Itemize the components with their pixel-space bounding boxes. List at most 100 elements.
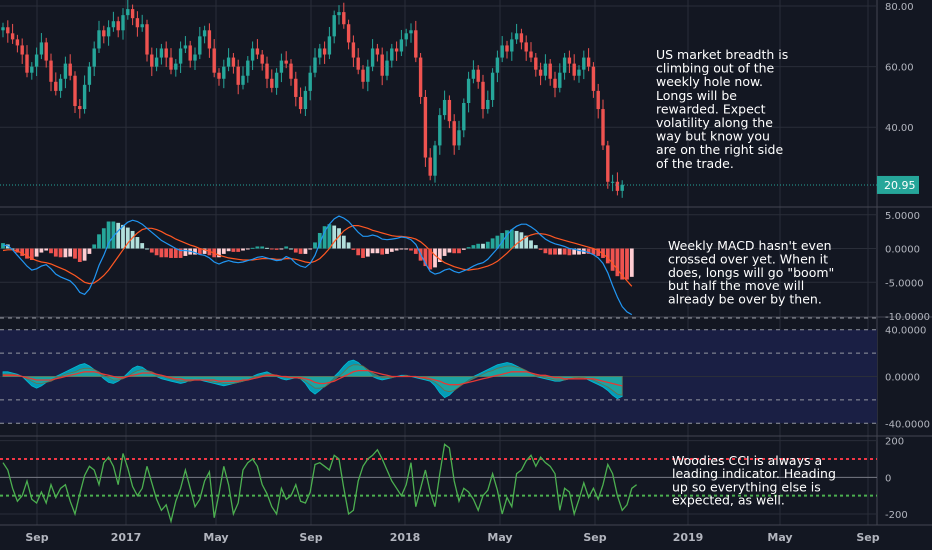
candle[interactable] — [68, 54, 72, 81]
candle[interactable] — [447, 95, 452, 129]
candle[interactable] — [510, 32, 514, 61]
candle[interactable] — [274, 68, 279, 95]
candle[interactable] — [202, 25, 207, 44]
candle[interactable] — [591, 62, 596, 98]
candle[interactable] — [222, 59, 226, 89]
candle[interactable] — [543, 54, 548, 81]
candle[interactable] — [207, 23, 212, 58]
candle[interactable] — [270, 69, 274, 93]
candle[interactable] — [294, 71, 298, 107]
candle[interactable] — [582, 50, 586, 80]
candle[interactable] — [49, 53, 53, 92]
candle[interactable] — [265, 56, 269, 89]
candle[interactable] — [370, 39, 375, 72]
candle[interactable] — [399, 29, 404, 57]
candle[interactable] — [409, 23, 413, 43]
candle[interactable] — [610, 174, 615, 192]
candle[interactable] — [476, 65, 480, 89]
candle[interactable] — [553, 71, 557, 98]
candle[interactable] — [174, 59, 178, 77]
candle[interactable] — [327, 26, 332, 60]
candle[interactable] — [548, 59, 552, 86]
candle[interactable] — [423, 89, 428, 167]
candle[interactable] — [471, 60, 476, 84]
candle[interactable] — [6, 20, 10, 43]
candle[interactable] — [601, 99, 605, 150]
candle[interactable] — [298, 87, 303, 114]
candle[interactable] — [562, 53, 567, 80]
candle[interactable] — [154, 48, 159, 72]
candle[interactable] — [20, 38, 24, 64]
candle[interactable] — [188, 40, 192, 68]
candle[interactable] — [246, 56, 250, 83]
candle[interactable] — [534, 53, 538, 77]
candle[interactable] — [490, 68, 495, 107]
candle[interactable] — [514, 23, 519, 44]
candle[interactable] — [217, 68, 221, 86]
candle[interactable] — [193, 47, 197, 70]
candle[interactable] — [106, 20, 111, 46]
candle[interactable] — [73, 71, 77, 113]
candle[interactable] — [178, 41, 183, 74]
price-panel[interactable] — [0, 0, 877, 198]
candle[interactable] — [385, 51, 389, 81]
candle[interactable] — [524, 35, 528, 61]
candle[interactable] — [414, 20, 418, 63]
candle[interactable] — [116, 16, 120, 38]
candle[interactable] — [102, 25, 106, 44]
candle[interactable] — [332, 10, 336, 44]
candle[interactable] — [97, 20, 101, 54]
candle[interactable] — [308, 65, 312, 101]
candle[interactable] — [519, 28, 524, 50]
candle[interactable] — [481, 74, 485, 119]
candle[interactable] — [342, 2, 346, 29]
candle[interactable] — [495, 50, 500, 83]
candle[interactable] — [145, 19, 149, 62]
candle[interactable] — [505, 40, 509, 59]
candle[interactable] — [183, 36, 188, 54]
candle[interactable] — [25, 45, 29, 78]
candle[interactable] — [462, 98, 466, 138]
candle[interactable] — [313, 48, 317, 78]
candle[interactable] — [121, 8, 125, 40]
candle[interactable] — [15, 34, 20, 53]
candle[interactable] — [572, 54, 576, 81]
candle[interactable] — [466, 71, 471, 113]
candle[interactable] — [284, 51, 288, 69]
candle[interactable] — [303, 86, 308, 117]
candle[interactable] — [486, 90, 490, 114]
macd-panel[interactable] — [0, 214, 877, 316]
candle[interactable] — [150, 47, 154, 77]
cci-panel[interactable] — [0, 440, 877, 524]
candle[interactable] — [428, 148, 432, 181]
candle[interactable] — [212, 39, 216, 78]
candle[interactable] — [438, 108, 442, 155]
candle[interactable] — [231, 53, 236, 74]
candle[interactable] — [289, 59, 293, 86]
candle[interactable] — [620, 180, 624, 198]
candle[interactable] — [126, 0, 130, 20]
candle[interactable] — [10, 23, 15, 44]
candle[interactable] — [567, 50, 572, 74]
candle[interactable] — [322, 41, 327, 64]
candle[interactable] — [255, 39, 260, 60]
candle[interactable] — [63, 56, 68, 89]
candle[interactable] — [30, 62, 34, 80]
candle[interactable] — [241, 66, 245, 90]
candle[interactable] — [615, 172, 620, 196]
time-axis[interactable]: Sep 2017 May Sep 2018 May Sep 2019 May Sep — [25, 531, 879, 544]
candle[interactable] — [361, 65, 365, 89]
oscillator-panel[interactable] — [0, 317, 877, 424]
candle[interactable] — [577, 65, 581, 83]
candle[interactable] — [111, 11, 116, 32]
candle[interactable] — [606, 140, 610, 189]
candle[interactable] — [529, 42, 533, 63]
candle[interactable] — [404, 28, 408, 47]
candle[interactable] — [54, 72, 58, 96]
candle[interactable] — [418, 53, 423, 104]
candle[interactable] — [58, 74, 63, 98]
candle[interactable] — [198, 26, 202, 60]
candle[interactable] — [164, 41, 168, 67]
candle[interactable] — [452, 114, 456, 155]
candle[interactable] — [457, 120, 461, 150]
